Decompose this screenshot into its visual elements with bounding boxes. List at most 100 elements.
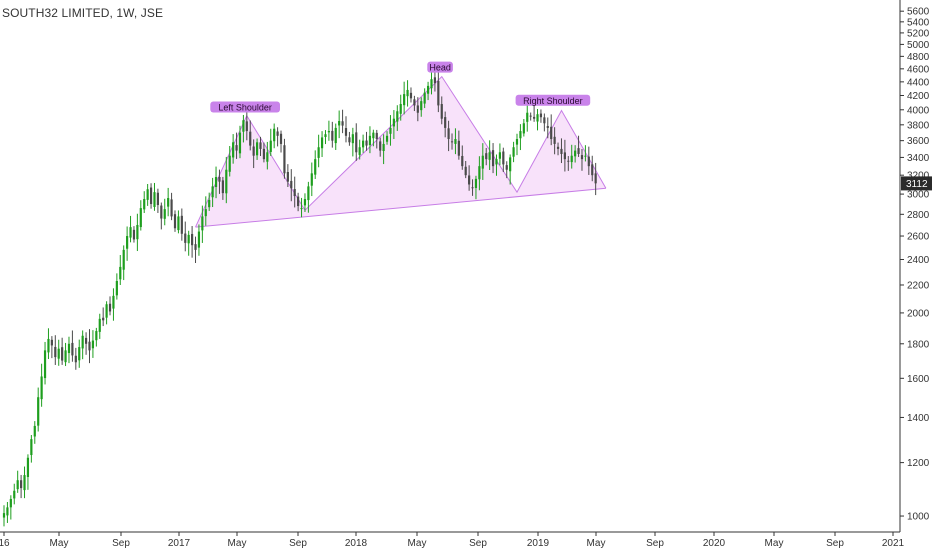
candle-body: [327, 131, 330, 133]
y-tick-label: 5000: [907, 40, 930, 51]
candle: [242, 114, 245, 143]
candle-body: [423, 92, 426, 104]
y-tick-label: 4200: [907, 91, 930, 102]
candle-body: [136, 224, 139, 240]
pattern-labels: Left Shoulder Head Right Shoulder: [210, 61, 591, 113]
candle-body: [23, 475, 26, 491]
y-tick-label: 4600: [907, 64, 930, 75]
candle-body: [33, 425, 36, 437]
x-tick-label: Sep: [826, 538, 844, 549]
candle-body: [314, 159, 317, 175]
candle-body: [399, 103, 402, 114]
x-tick-label: 2018: [345, 538, 368, 549]
pattern-label-text: Head: [429, 63, 451, 73]
x-tick-label: Sep: [469, 538, 487, 549]
candle: [447, 120, 450, 152]
candle-body: [471, 187, 474, 189]
candle-body: [6, 507, 9, 516]
candle: [33, 421, 36, 444]
candle: [98, 313, 101, 339]
candle-body: [409, 92, 413, 99]
candle-body: [351, 134, 354, 144]
candle: [512, 141, 515, 163]
candle: [194, 236, 197, 264]
y-tick-label: 2000: [907, 308, 930, 319]
y-tick-label: 5200: [907, 28, 930, 39]
candle: [509, 154, 512, 185]
candle-body: [26, 457, 30, 477]
x-tick-label: May: [587, 538, 606, 549]
candle-body: [61, 347, 64, 361]
candle: [314, 150, 317, 179]
candle-body: [591, 164, 594, 176]
candle-body: [108, 303, 112, 312]
candle: [153, 182, 156, 211]
candle: [389, 115, 392, 146]
candle-body: [184, 233, 187, 243]
candle-body: [461, 155, 464, 167]
candle: [2, 505, 6, 527]
candle-body: [132, 229, 136, 240]
candle: [300, 197, 303, 218]
candle: [413, 95, 416, 112]
candle: [163, 198, 166, 226]
candle: [54, 335, 57, 365]
candle: [533, 104, 536, 122]
candle: [23, 466, 26, 499]
pattern-label: Head: [427, 61, 453, 73]
candle: [430, 72, 433, 95]
y-tick-label: 2600: [907, 232, 930, 243]
y-tick-label: 5600: [907, 7, 930, 18]
candle-body: [167, 198, 170, 207]
candle-body: [341, 121, 344, 126]
candle-body: [358, 147, 361, 155]
candle: [454, 128, 457, 155]
last-price-label: 3112: [906, 179, 928, 190]
y-tick-label: 1200: [907, 458, 930, 469]
candle-body: [149, 187, 153, 205]
candle-body: [47, 338, 50, 353]
candle: [474, 175, 478, 200]
candle-body: [392, 118, 395, 127]
candle: [580, 148, 584, 171]
y-tick-label: 3000: [907, 190, 930, 201]
candle-body: [478, 166, 481, 180]
candle-body: [95, 331, 98, 341]
candle: [403, 81, 406, 115]
candle-body: [279, 133, 283, 144]
candle: [214, 166, 218, 199]
candle-body: [84, 337, 88, 344]
x-tick-label: May: [408, 538, 427, 549]
candle: [594, 162, 597, 196]
candle-body: [201, 216, 204, 231]
candle: [485, 147, 488, 166]
candle: [197, 224, 201, 256]
candle: [526, 101, 529, 132]
candle-body: [40, 376, 43, 400]
candle: [225, 156, 228, 204]
candle: [450, 133, 454, 150]
candle-body: [481, 155, 484, 169]
y-tick-label: 1000: [907, 512, 930, 523]
candle: [122, 245, 125, 281]
candle-body: [91, 340, 95, 349]
candle: [74, 347, 77, 370]
candle-body: [170, 199, 173, 217]
candle: [307, 181, 310, 213]
candle-body: [553, 136, 556, 144]
candle: [396, 105, 399, 131]
candle-body: [430, 79, 433, 89]
x-tick-label: 16: [0, 538, 10, 549]
candle-body: [160, 205, 163, 219]
candle: [556, 142, 560, 156]
candle-body: [204, 209, 207, 217]
candle: [173, 210, 177, 232]
candle-body: [433, 77, 437, 84]
candle-body: [13, 490, 16, 499]
candle: [78, 339, 81, 368]
candle-body: [180, 215, 183, 234]
candle: [81, 330, 84, 360]
